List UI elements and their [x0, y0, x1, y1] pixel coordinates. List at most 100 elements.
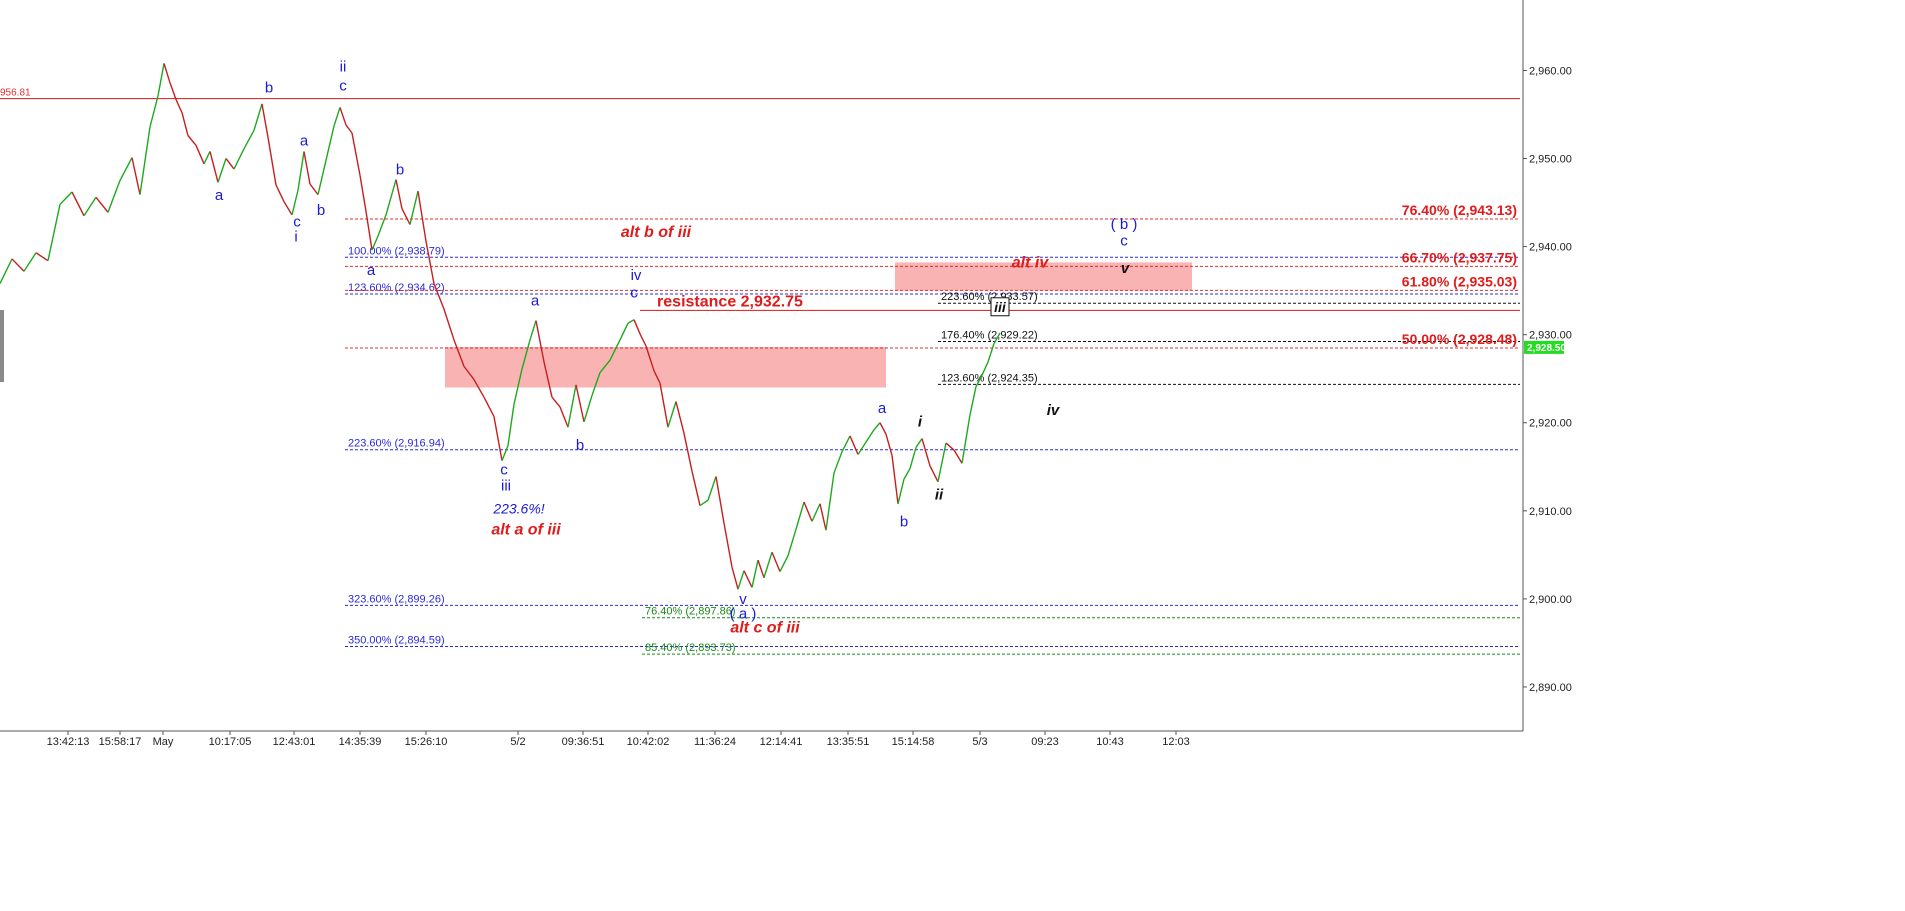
y-tick-label-4: 2,930.00 — [1529, 330, 1572, 342]
x-tick-label-14: 5/3 — [972, 736, 987, 748]
annotation-31: resistance 2,932.75 — [657, 293, 803, 310]
price-segment — [609, 339, 621, 361]
price-segment — [691, 471, 701, 506]
price-segment — [833, 451, 843, 474]
price-segment — [915, 438, 923, 448]
price-segment — [95, 196, 109, 213]
fib-label-5: 76.40% (2,897.86) — [645, 606, 736, 618]
price-segment — [359, 175, 367, 212]
price-segment — [395, 179, 403, 209]
price-segment — [163, 63, 171, 83]
price-segment — [811, 503, 821, 522]
price-segment — [59, 191, 73, 205]
annotation-2: c — [339, 78, 347, 95]
price-segment — [233, 148, 245, 170]
price-segment — [309, 183, 319, 196]
fib-levels: 956.81 100.00% (2,938.79) 123.60% (2,934.6… — [0, 88, 1520, 655]
y-tick-label-2: 2,910.00 — [1529, 506, 1572, 518]
price-segment — [897, 478, 905, 504]
annotation-15: iii — [501, 478, 511, 495]
annotation-7: c — [293, 213, 301, 230]
price-segment — [351, 132, 361, 176]
price-segment — [591, 372, 601, 396]
price-segment — [181, 112, 189, 136]
price-segment — [291, 190, 299, 216]
left-scroll-handle[interactable] — [0, 310, 4, 382]
price-series — [0, 63, 1001, 590]
price-segment — [425, 241, 435, 284]
fib-label-1: 123.60% (2,934.62) — [348, 282, 445, 294]
x-tick-label-5: 14:35:39 — [339, 736, 382, 748]
price-segment — [757, 559, 765, 578]
x-tick-label-17: 12:03 — [1162, 736, 1190, 748]
partial-level-label: 956.81 — [0, 88, 31, 99]
annotation-25: iv — [1047, 402, 1061, 419]
price-segment — [473, 379, 485, 398]
annotation-17: a — [878, 400, 887, 417]
price-segment — [969, 386, 977, 415]
x-tick-label-8: 09:36:51 — [562, 736, 605, 748]
annotation-10: iv — [631, 267, 642, 284]
price-segment — [83, 196, 97, 217]
price-segment — [683, 433, 693, 472]
price-segment — [209, 151, 219, 183]
price-segment — [751, 559, 759, 588]
price-segment — [707, 476, 717, 501]
price-segment — [639, 333, 647, 347]
price-segment — [297, 151, 305, 191]
annotation-22: c — [1120, 233, 1128, 250]
x-tick-label-2: May — [153, 736, 174, 748]
annotation-4: b — [396, 161, 404, 178]
price-segment — [715, 476, 725, 524]
price-segment — [169, 82, 177, 100]
x-tick-label-10: 11:36:24 — [694, 736, 736, 748]
price-segment — [929, 465, 939, 483]
price-segment — [453, 339, 465, 367]
price-segment — [339, 107, 347, 126]
price-segment — [653, 370, 661, 384]
price-segment — [771, 551, 781, 572]
fib-label-6: 85.40% (2,893.73) — [645, 642, 736, 654]
price-segment — [225, 158, 235, 170]
highlight-zones — [445, 262, 1192, 388]
price-segment — [599, 359, 611, 373]
x-tick-label-13: 15:14:58 — [892, 736, 935, 748]
price-segment — [157, 63, 165, 97]
x-tick-label-9: 10:42:02 — [627, 736, 670, 748]
annotation-19: v — [739, 591, 747, 608]
y-tick-label-1: 2,900.00 — [1529, 594, 1572, 606]
price-segment — [849, 435, 859, 455]
price-segment — [283, 201, 293, 216]
price-segment — [483, 396, 495, 417]
price-segment — [529, 320, 537, 341]
annotation-8: i — [294, 228, 297, 245]
x-tick-label-15: 09:23 — [1031, 736, 1059, 748]
price-segment — [921, 438, 931, 467]
red-level-label-1: 66.70% (2,937.75) — [1402, 249, 1517, 265]
price-segment — [493, 416, 503, 461]
price-segment — [325, 125, 335, 161]
price-segment — [0, 258, 13, 284]
price-segment — [945, 442, 955, 451]
price-segment — [909, 447, 917, 469]
price-segment — [873, 422, 881, 431]
price-segment — [195, 145, 205, 165]
price-segment — [987, 343, 995, 363]
annotation-12: a — [531, 293, 540, 310]
y-tick-label-0: 2,890.00 — [1529, 682, 1572, 694]
annotation-30: alt iv — [1012, 255, 1050, 272]
annotation-13: b — [576, 437, 584, 454]
price-segment — [937, 442, 947, 482]
price-segment — [575, 384, 585, 423]
price-segment — [267, 137, 277, 186]
price-segment — [819, 503, 827, 531]
price-segment — [377, 214, 387, 237]
price-segment — [633, 319, 641, 335]
price-segment — [139, 126, 151, 195]
price-segment — [401, 208, 411, 225]
y-tick-label-7: 2,960.00 — [1529, 65, 1572, 77]
price-segment — [47, 204, 61, 261]
price-segment — [35, 252, 49, 262]
price-segment — [583, 395, 593, 423]
